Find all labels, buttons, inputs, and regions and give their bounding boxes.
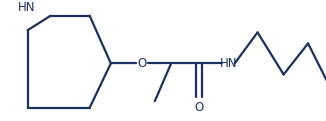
Text: O: O — [195, 101, 204, 114]
Text: HN: HN — [18, 0, 36, 14]
Text: O: O — [137, 57, 146, 70]
Text: HN: HN — [219, 57, 237, 70]
